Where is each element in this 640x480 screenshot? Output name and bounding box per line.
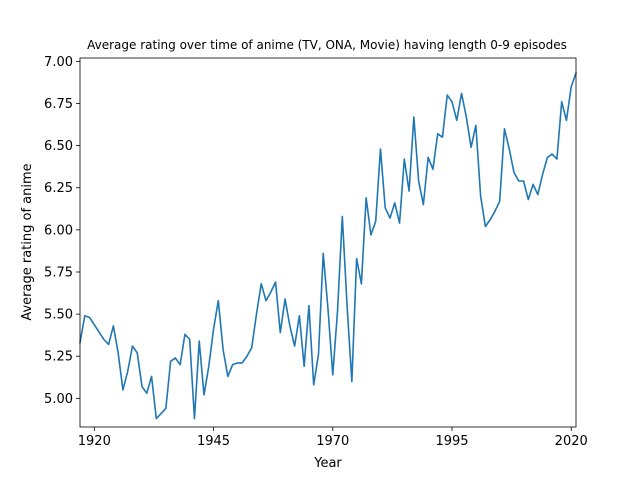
y-axis-label: Average rating of anime (20, 163, 35, 320)
x-tick-label: 1920 (78, 434, 111, 449)
y-tick-label: 5.75 (44, 265, 73, 280)
x-tick-label: 2020 (555, 434, 588, 449)
x-tick-label: 1945 (197, 434, 230, 449)
y-tick-label: 5.25 (44, 350, 73, 365)
y-tick-label: 6.25 (44, 181, 73, 196)
x-axis-label: Year (313, 456, 342, 471)
plot-frame (79, 57, 577, 428)
chart-title: Average rating over time of anime (TV, O… (87, 38, 567, 52)
y-tick-label: 5.00 (44, 392, 73, 407)
y-axis: 5.00 5.25 5.50 5.75 6.00 6.25 6.50 6.75 7.00 (44, 55, 80, 407)
y-tick-label: 6.50 (44, 139, 73, 154)
y-tick-label: 6.00 (44, 223, 73, 238)
x-axis: 1920 1945 1970 1995 2020 (78, 427, 588, 449)
x-tick-label: 1995 (435, 434, 468, 449)
plot-area (79, 72, 578, 420)
y-tick-label: 6.75 (44, 97, 73, 112)
y-tick-label: 7.00 (44, 55, 73, 70)
x-tick-label: 1970 (316, 434, 349, 449)
y-tick-label: 5.50 (44, 308, 73, 323)
series-line-0 (79, 72, 578, 420)
